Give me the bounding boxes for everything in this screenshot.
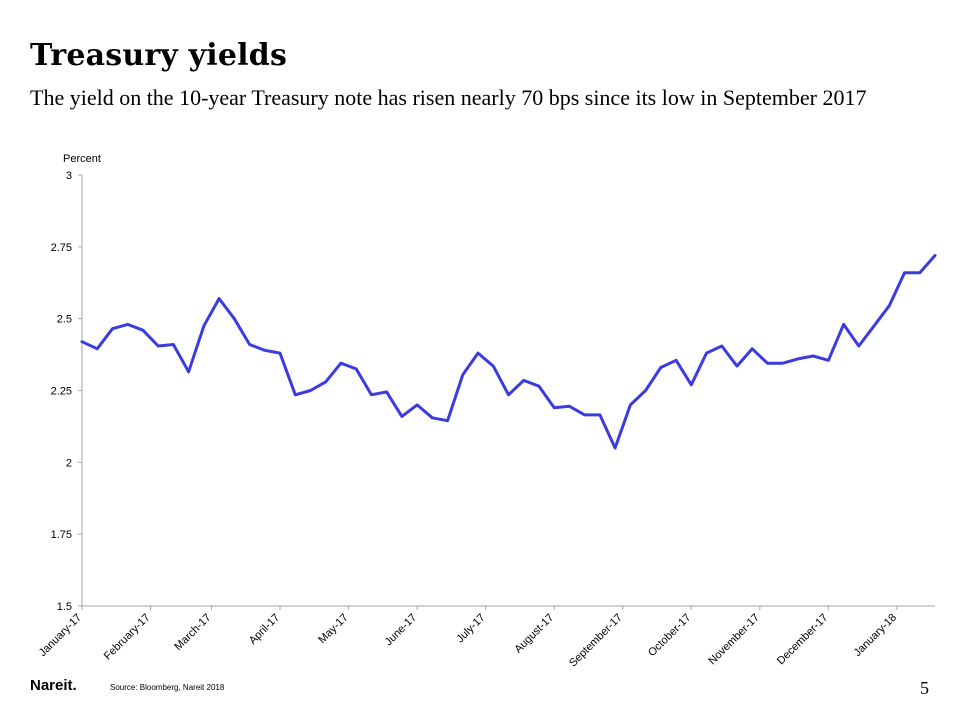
data-point: [309, 389, 312, 392]
data-point: [202, 324, 206, 327]
slide-subtitle: The yield on the 10-year Treasury note h…: [30, 85, 867, 110]
x-tick-label: November-17: [706, 612, 762, 668]
data-point: [659, 366, 662, 369]
y-tick-label: 2.5: [57, 314, 72, 326]
data-point: [278, 351, 282, 355]
data-point: [705, 351, 708, 355]
data-point: [735, 364, 739, 368]
data-point: [842, 323, 845, 326]
data-point: [492, 364, 495, 368]
data-point: [126, 323, 129, 326]
page-number: 5: [920, 678, 929, 698]
data-point: [217, 297, 221, 300]
data-point: [598, 413, 602, 417]
x-tick-label: April-17: [247, 612, 282, 647]
data-point: [796, 357, 800, 361]
x-tick-label: March-17: [172, 612, 213, 653]
data-point: [811, 354, 815, 358]
y-tick-label: 1.5: [57, 601, 72, 613]
data-point: [96, 347, 99, 350]
data-point: [888, 304, 891, 307]
data-point: [537, 385, 541, 388]
data-point: [339, 362, 343, 365]
nareit-logo: Nareit.: [30, 677, 77, 694]
data-point: [157, 344, 160, 348]
data-point: [111, 327, 114, 330]
data-point: [400, 415, 404, 418]
x-tick-label: October-17: [646, 612, 693, 659]
data-point: [568, 405, 571, 408]
data-point: [720, 344, 723, 348]
data-point: [629, 403, 632, 407]
data-point: [507, 393, 510, 396]
x-tick-label: September-17: [567, 612, 625, 670]
data-point: [294, 393, 297, 396]
data-point: [583, 413, 586, 417]
data-point: [553, 406, 556, 409]
slide-title: Treasury yields: [30, 38, 288, 73]
data-point: [781, 362, 784, 365]
data-point: [370, 393, 373, 396]
x-tick-label: May-17: [316, 612, 350, 646]
x-tick-label: August-17: [512, 612, 556, 656]
data-point: [872, 324, 876, 327]
data-point: [690, 383, 693, 386]
yield-series-line: [80, 254, 937, 450]
x-tick-label: January-17: [37, 612, 84, 659]
y-tick-label: 2.75: [51, 242, 72, 254]
data-point: [263, 349, 266, 352]
data-point: [766, 362, 769, 365]
data-point: [415, 403, 419, 407]
x-tick-label: December-17: [775, 612, 831, 668]
x-tick-label: June-17: [383, 612, 420, 649]
data-point: [674, 359, 678, 362]
source-note: Source: Bloomberg, Nareit 2018: [110, 683, 225, 692]
data-point: [476, 351, 480, 355]
data-point: [918, 271, 921, 274]
chart-marks: [80, 254, 937, 450]
data-point: [522, 379, 525, 382]
data-point: [933, 254, 937, 257]
data-point: [431, 416, 434, 419]
x-tick-label: July-17: [454, 612, 488, 646]
data-point: [446, 419, 449, 422]
y-tick-label: 2.25: [51, 386, 72, 398]
data-point: [324, 380, 327, 384]
data-point: [80, 340, 84, 343]
data-point: [355, 367, 358, 371]
data-point: [751, 347, 754, 350]
data-point: [385, 390, 388, 394]
data-point: [141, 329, 145, 332]
y-axis-label: Percent: [63, 153, 101, 165]
y-tick-label: 2: [66, 457, 72, 469]
data-point: [248, 343, 251, 346]
x-tick-label: February-17: [102, 612, 153, 663]
data-point: [461, 373, 464, 376]
y-tick-label: 3: [66, 170, 72, 182]
data-point: [613, 446, 617, 450]
data-point: [857, 344, 860, 348]
data-point: [827, 359, 830, 362]
data-point: [233, 317, 236, 320]
data-point: [187, 370, 190, 373]
data-point: [644, 389, 647, 392]
data-point: [172, 343, 175, 346]
data-point: [903, 271, 906, 274]
y-tick-label: 1.75: [51, 529, 72, 541]
x-tick-label: January-18: [852, 612, 899, 659]
